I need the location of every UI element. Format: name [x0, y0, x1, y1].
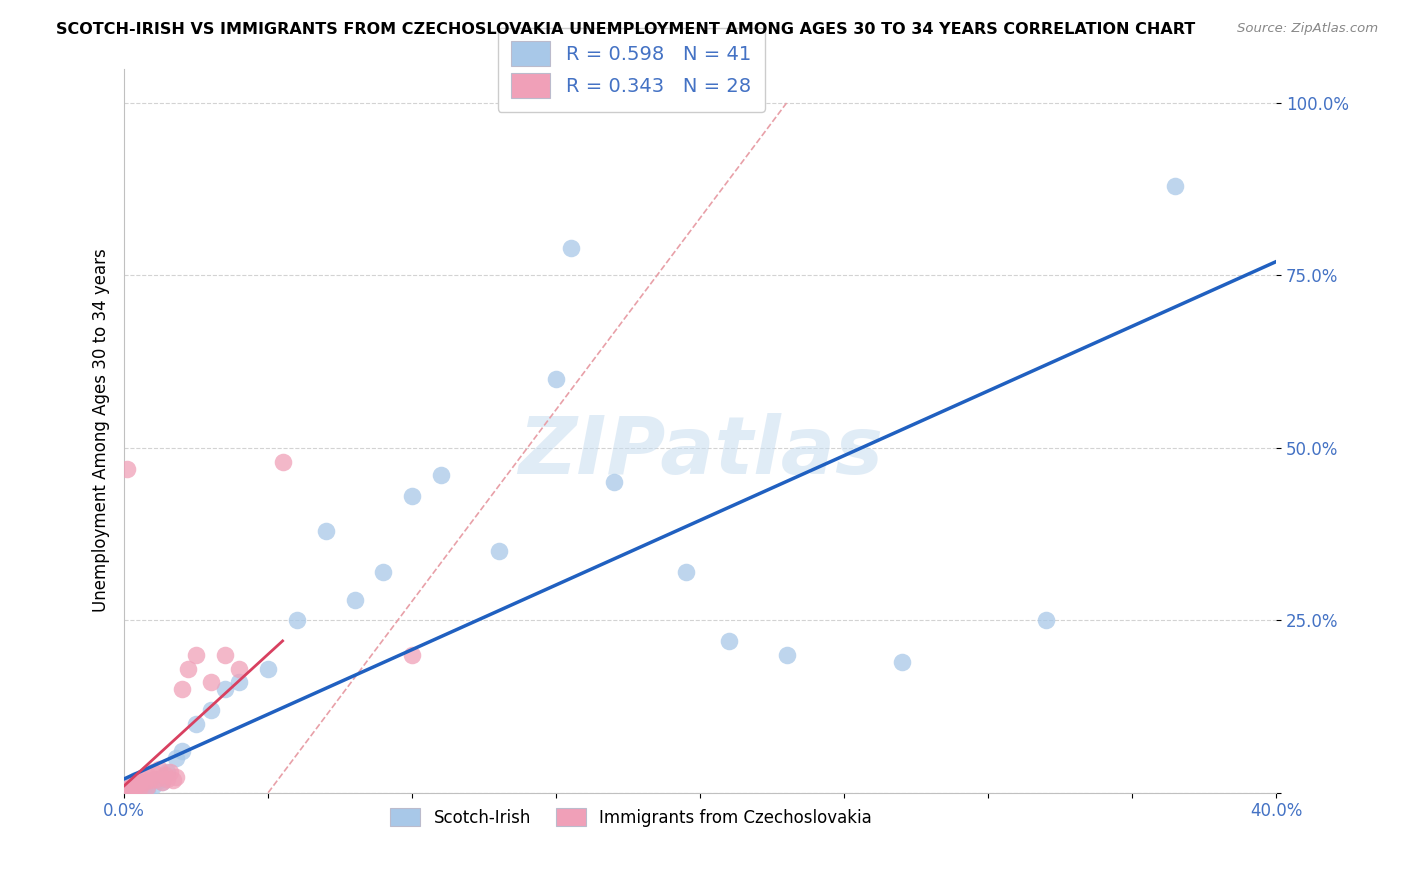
Point [134, 775, 156, 789]
Point [150, 775, 173, 789]
Point [170, 744, 193, 758]
Point [228, 661, 250, 675]
Point [118, 783, 141, 797]
Point [128, 777, 150, 791]
Point [145, 772, 167, 786]
Point [148, 762, 170, 776]
Point [603, 475, 626, 490]
Point [115, 461, 138, 475]
Point [156, 772, 179, 786]
Point [121, 775, 143, 789]
Point [136, 782, 159, 797]
Point [156, 764, 179, 779]
Point [153, 768, 176, 782]
Point [118, 780, 141, 794]
Text: ZIPatlas: ZIPatlas [517, 413, 883, 491]
Point [115, 782, 138, 797]
Point [121, 782, 143, 797]
Point [257, 661, 280, 675]
Point [125, 782, 148, 797]
Point [285, 613, 308, 627]
Point [343, 592, 366, 607]
Point [560, 241, 582, 255]
Point [125, 779, 148, 793]
Point [1164, 178, 1187, 193]
Point [121, 783, 143, 797]
Point [139, 773, 162, 788]
Point [186, 648, 208, 662]
Point [430, 468, 453, 483]
Point [373, 565, 395, 579]
Point [131, 780, 153, 794]
Point [139, 775, 162, 789]
Point [125, 773, 148, 788]
Point [159, 764, 181, 779]
Point [145, 772, 167, 786]
Point [165, 771, 187, 785]
Point [128, 775, 150, 789]
Point [148, 773, 170, 788]
Point [186, 716, 208, 731]
Point [142, 764, 165, 779]
Point [136, 768, 159, 782]
Text: Source: ZipAtlas.com: Source: ZipAtlas.com [1237, 22, 1378, 36]
Point [717, 634, 740, 648]
Point [1035, 613, 1057, 627]
Point [150, 775, 173, 789]
Point [131, 772, 153, 786]
Point [890, 655, 912, 669]
Point [775, 648, 797, 662]
Point [214, 648, 236, 662]
Point [546, 372, 568, 386]
Point [401, 489, 423, 503]
Point [176, 661, 198, 675]
Point [162, 773, 184, 788]
Point [142, 779, 165, 793]
Point [214, 682, 236, 697]
Legend: Scotch-Irish, Immigrants from Czechoslovakia: Scotch-Irish, Immigrants from Czechoslov… [382, 799, 880, 835]
Point [118, 779, 141, 793]
Point [675, 565, 697, 579]
Point [228, 675, 250, 690]
Point [115, 782, 138, 797]
Point [128, 783, 150, 797]
Point [128, 782, 150, 797]
Point [170, 682, 193, 697]
Point [488, 544, 510, 558]
Y-axis label: Unemployment Among Ages 30 to 34 years: Unemployment Among Ages 30 to 34 years [93, 249, 110, 613]
Text: SCOTCH-IRISH VS IMMIGRANTS FROM CZECHOSLOVAKIA UNEMPLOYMENT AMONG AGES 30 TO 34 : SCOTCH-IRISH VS IMMIGRANTS FROM CZECHOSL… [56, 22, 1195, 37]
Point [315, 524, 337, 538]
Point [271, 455, 294, 469]
Point [200, 703, 222, 717]
Point [136, 780, 159, 794]
Point [200, 675, 222, 690]
Point [165, 751, 187, 765]
Point [401, 648, 423, 662]
Point [134, 779, 156, 793]
